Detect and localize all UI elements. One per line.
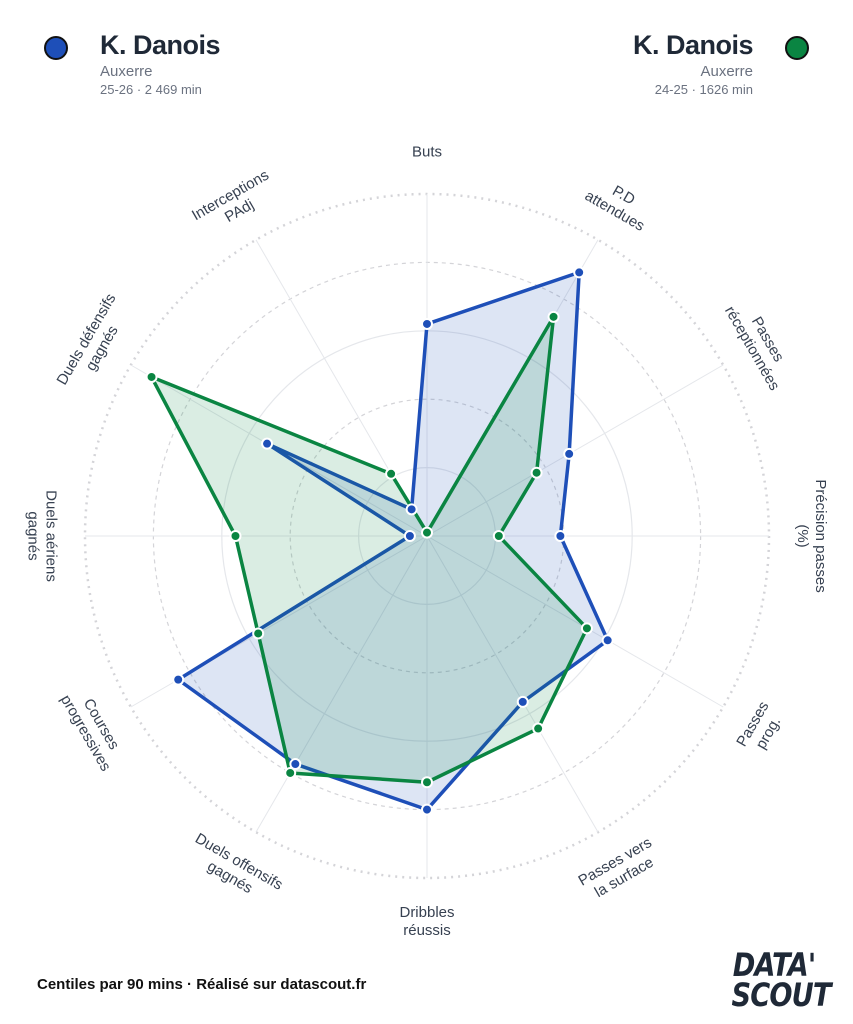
logo-line-1: DATA' (732, 946, 816, 984)
data-point (554, 530, 567, 542)
data-point (563, 447, 576, 460)
axis-label: Passesprog. (733, 699, 788, 759)
axis-label: Passes versla surface (575, 834, 663, 905)
grid-spoke (426, 535, 599, 833)
player-season-minutes: 24-25 · 1626 min (654, 82, 753, 97)
data-point (580, 622, 593, 635)
axis-label: Duels défensifsgagnés (53, 291, 135, 397)
data-point (516, 695, 529, 708)
axis-label: Coursesprogressives (57, 683, 130, 774)
footer-note: Centiles par 90 mins · Réalisé sur datas… (37, 976, 367, 993)
data-point (492, 530, 505, 542)
data-point (229, 530, 242, 542)
grid-spoke (255, 535, 428, 833)
axis-label: Passesréceptionnées (721, 294, 798, 393)
data-point (385, 467, 398, 480)
axis-label: Duels offensifsgagnés (183, 830, 285, 909)
data-point (261, 437, 274, 450)
axis-label-line: Précision passes (812, 479, 829, 592)
data-point (403, 530, 416, 542)
data-point (601, 634, 614, 647)
data-point (145, 370, 158, 383)
data-point (405, 503, 418, 516)
grid-spoke (426, 364, 724, 537)
axis-label: Buts (412, 143, 442, 160)
axis-label: P.Dattendues (582, 172, 657, 235)
axis-label: Dribbles réussis (399, 904, 454, 939)
data-point (573, 266, 586, 279)
axis-label-line: Dribbles (399, 904, 454, 921)
data-point (421, 803, 433, 816)
grid-spoke (426, 535, 724, 708)
data-point (547, 310, 560, 323)
data-point (530, 466, 543, 479)
data-point (289, 758, 302, 771)
player-club: Auxerre (100, 63, 153, 80)
player-season-minutes: 25-26 · 2 469 min (100, 82, 202, 97)
player-club: Auxerre (700, 63, 753, 80)
axis-label-line: Buts (412, 143, 442, 160)
data-point (421, 776, 433, 789)
axis-label: Duels aériensgagnés (24, 490, 59, 582)
axis-label-line: Duels aériens (42, 490, 59, 582)
legend-dot-blue (44, 36, 68, 60)
axis-label: Précision passes(%) (794, 479, 829, 592)
data-point (421, 526, 433, 539)
legend-player-2: K. Danois Auxerre 24-25 · 1626 min (632, 30, 809, 97)
legend-player-1: K. Danois Auxerre 25-26 · 2 469 min (44, 30, 221, 97)
axis-label-line: gagnés (24, 511, 41, 560)
data-point (284, 766, 297, 779)
player-name: K. Danois (632, 30, 754, 60)
legend-dot-green (785, 36, 809, 60)
axis-label: InterceptionsPAdj (189, 167, 281, 240)
data-point (252, 627, 265, 640)
data-point (172, 673, 185, 686)
axis-label-line: (%) (794, 524, 811, 547)
datascout-logo: DATA' SCOUT (731, 946, 832, 1014)
data-point (421, 317, 433, 330)
axis-label-line: réussis (403, 922, 451, 939)
logo-line-2: SCOUT (731, 976, 832, 1014)
player-name: K. Danois (100, 30, 221, 60)
data-point (532, 722, 545, 735)
